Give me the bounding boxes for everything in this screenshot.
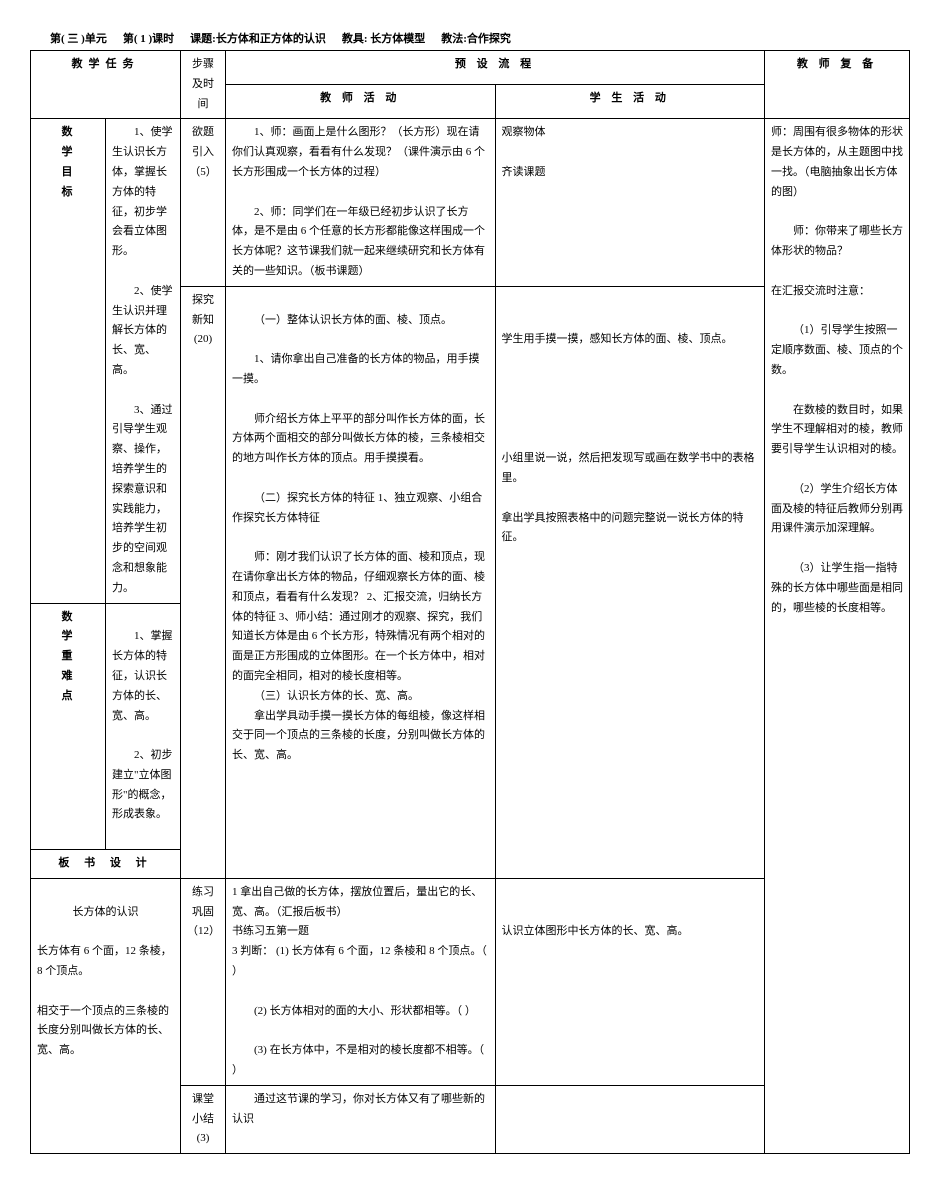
t1p2: 2、师：同学们在一年级已经初步认识了长方体，是不是由 6 个任意的长方形都能像这…	[232, 203, 489, 282]
lesson-header: 第( 三 )单元 第( 1 )课时 课题:长方体和正方体的认识 教具: 长方体模…	[30, 30, 915, 46]
step2-label: 探究新知(20)	[181, 286, 226, 878]
prep5: 在数棱的数目时，如果学生不理解相对的棱，教师要引导学生认识相对的棱。	[771, 401, 903, 460]
step1-label: 欲题引入（5）	[181, 119, 226, 286]
t2p6: （三）认识长方体的长、宽、高。	[232, 687, 489, 707]
prep2: 师：你带来了哪些长方体形状的物品？	[771, 222, 903, 262]
prep4: （1）引导学生按照一定顺序数面、棱、顶点的个数。	[771, 321, 903, 380]
topic-label: 课题:长方体和正方体的认识	[190, 30, 326, 46]
t3p5: (3) 在长方体中，不是相对的棱长度都不相等。（ ）	[232, 1041, 489, 1081]
t2p1: （一）整体认识长方体的面、棱、顶点。	[232, 311, 489, 331]
t2p2: 1、请你拿出自己准备的长方体的物品，用手摸一摸。	[232, 350, 489, 390]
teacher-step4: 通过这节课的学习，你对长方体又有了哪些新的认识	[226, 1085, 496, 1153]
s2p3: 拿出学具按照表格中的问题完整说一说长方体的特征。	[502, 509, 759, 549]
keypoint-cell: 1、掌握长方体的特征，认识长方体的长、宽、高。 2、初步建立"立体图形"的概念，…	[106, 603, 181, 850]
goal-2: 2、使学生认识并理解长方体的长、宽、高。	[112, 282, 174, 381]
s2p1: 学生用手摸一摸，感知长方体的面、棱、顶点。	[502, 330, 759, 350]
keypoint-vert-label: 数学重难点	[31, 603, 106, 850]
t2p3: 师介绍长方体上平平的部分叫作长方体的面，长方体两个面相交的部分叫做长方体的棱，三…	[232, 410, 489, 469]
goal-vert-label: 数学目标	[31, 119, 106, 603]
t3p1: 1 拿出自己做的长方体，摆放位置后，量出它的长、宽、高。（汇报后板书）	[232, 883, 489, 923]
t1p1: 1、师：画面上是什么图形？（长方形）现在请你们认真观察，看看有什么发现？（课件演…	[232, 123, 489, 182]
student-step1: 观察物体 齐读课题	[495, 119, 765, 286]
prep3: 在汇报交流时注意：	[771, 282, 903, 302]
teacher-step1: 1、师：画面上是什么图形？（长方形）现在请你们认真观察，看看有什么发现？（课件演…	[226, 119, 496, 286]
board-title: 长方体的认识	[37, 903, 174, 923]
t2p7: 拿出学具动手摸一摸长方体的每组棱，像这样相交于同一个顶点的三条棱的长度，分别叫做…	[232, 707, 489, 766]
teacher-step3: 1 拿出自己做的长方体，摆放位置后，量出它的长、宽、高。（汇报后板书） 书练习五…	[226, 878, 496, 1085]
lesson-no-label: 第( 1 )课时	[123, 30, 174, 46]
step-time-header: 步骤及时间	[181, 51, 226, 119]
step3-label: 练习巩固（12）	[181, 878, 226, 1085]
key2: 2、初步建立"立体图形"的概念，形成表象。	[112, 746, 174, 825]
student-step3: 认识立体图形中长方体的长、宽、高。	[495, 878, 765, 1085]
key1: 1、掌握长方体的特征，认识长方体的长、宽、高。	[112, 627, 174, 726]
s1p1: 观察物体	[502, 123, 759, 143]
t2p4: （二）探究长方体的特征 1、独立观察、小组合作探究长方体特征	[232, 489, 489, 529]
method-label: 教法:合作探究	[441, 30, 511, 46]
student-step2: 学生用手摸一摸，感知长方体的面、棱、顶点。 小组里说一说，然后把发现写或画在数学…	[495, 286, 765, 878]
prep1: 师：周围有很多物体的形状是长方体的，从主题图中找一找。（电脑抽象出长方体的图）	[771, 123, 903, 202]
prep-header: 教 师 复 备	[765, 51, 910, 119]
teacher-activity-header: 教 师 活 动	[226, 85, 496, 119]
board-line1: 长方体有 6 个面，12 条棱，8 个顶点。	[37, 942, 174, 982]
lesson-plan-table: 教学任务 步骤及时间 预 设 流 程 教 师 复 备 教 师 活 动 学 生 活…	[30, 50, 910, 1154]
t4p1: 通过这节课的学习，你对长方体又有了哪些新的认识	[232, 1090, 489, 1130]
step4-label: 课堂小结(3)	[181, 1085, 226, 1153]
goal-cell: 1、使学生认识长方体，掌握长方体的特征，初步学会看立体图形。 2、使学生认识并理…	[106, 119, 181, 603]
teacher-prep-cell: 师：周围有很多物体的形状是长方体的，从主题图中找一找。（电脑抽象出长方体的图） …	[765, 119, 910, 1154]
t3p4: (2) 长方体相对的面的大小、形状都相等。（ ）	[232, 1002, 489, 1022]
student-step4	[495, 1085, 765, 1153]
board-cell: 长方体的认识 长方体有 6 个面，12 条棱，8 个顶点。 相交于一个顶点的三条…	[31, 878, 181, 1153]
t3p2: 书练习五第一题	[232, 922, 489, 942]
s2p2: 小组里说一说，然后把发现写或画在数学书中的表格里。	[502, 449, 759, 489]
s1p2: 齐读课题	[502, 163, 759, 183]
prep7: （3）让学生指一指特殊的长方体中哪些面是相同的，哪些棱的长度相等。	[771, 559, 903, 618]
task-header: 教学任务	[31, 51, 181, 119]
prep6: （2）学生介绍长方体面及棱的特征后教师分别再用课件演示加深理解。	[771, 480, 903, 539]
board-line2: 相交于一个顶点的三条棱的长度分别叫做长方体的长、宽、高。	[37, 1002, 174, 1061]
board-header: 板 书 设 计	[31, 850, 181, 879]
student-activity-header: 学 生 活 动	[495, 85, 765, 119]
unit-label: 第( 三 )单元	[50, 30, 107, 46]
teacher-step2: （一）整体认识长方体的面、棱、顶点。 1、请你拿出自己准备的长方体的物品，用手摸…	[226, 286, 496, 878]
process-header: 预 设 流 程	[226, 51, 765, 85]
t3p3: 3 判断： (1) 长方体有 6 个面，12 条棱和 8 个顶点。（ ）	[232, 942, 489, 982]
goal-3: 3、通过引导学生观察、操作，培养学生的探索意识和实践能力，培养学生初步的空间观念…	[112, 401, 174, 599]
goal-1: 1、使学生认识长方体，掌握长方体的特征，初步学会看立体图形。	[112, 123, 174, 262]
t2p5: 师：刚才我们认识了长方体的面、棱和顶点，现在请你拿出长方体的物品，仔细观察长方体…	[232, 548, 489, 687]
s3p1: 认识立体图形中长方体的长、宽、高。	[502, 922, 759, 942]
aids-label: 教具: 长方体模型	[342, 30, 425, 46]
